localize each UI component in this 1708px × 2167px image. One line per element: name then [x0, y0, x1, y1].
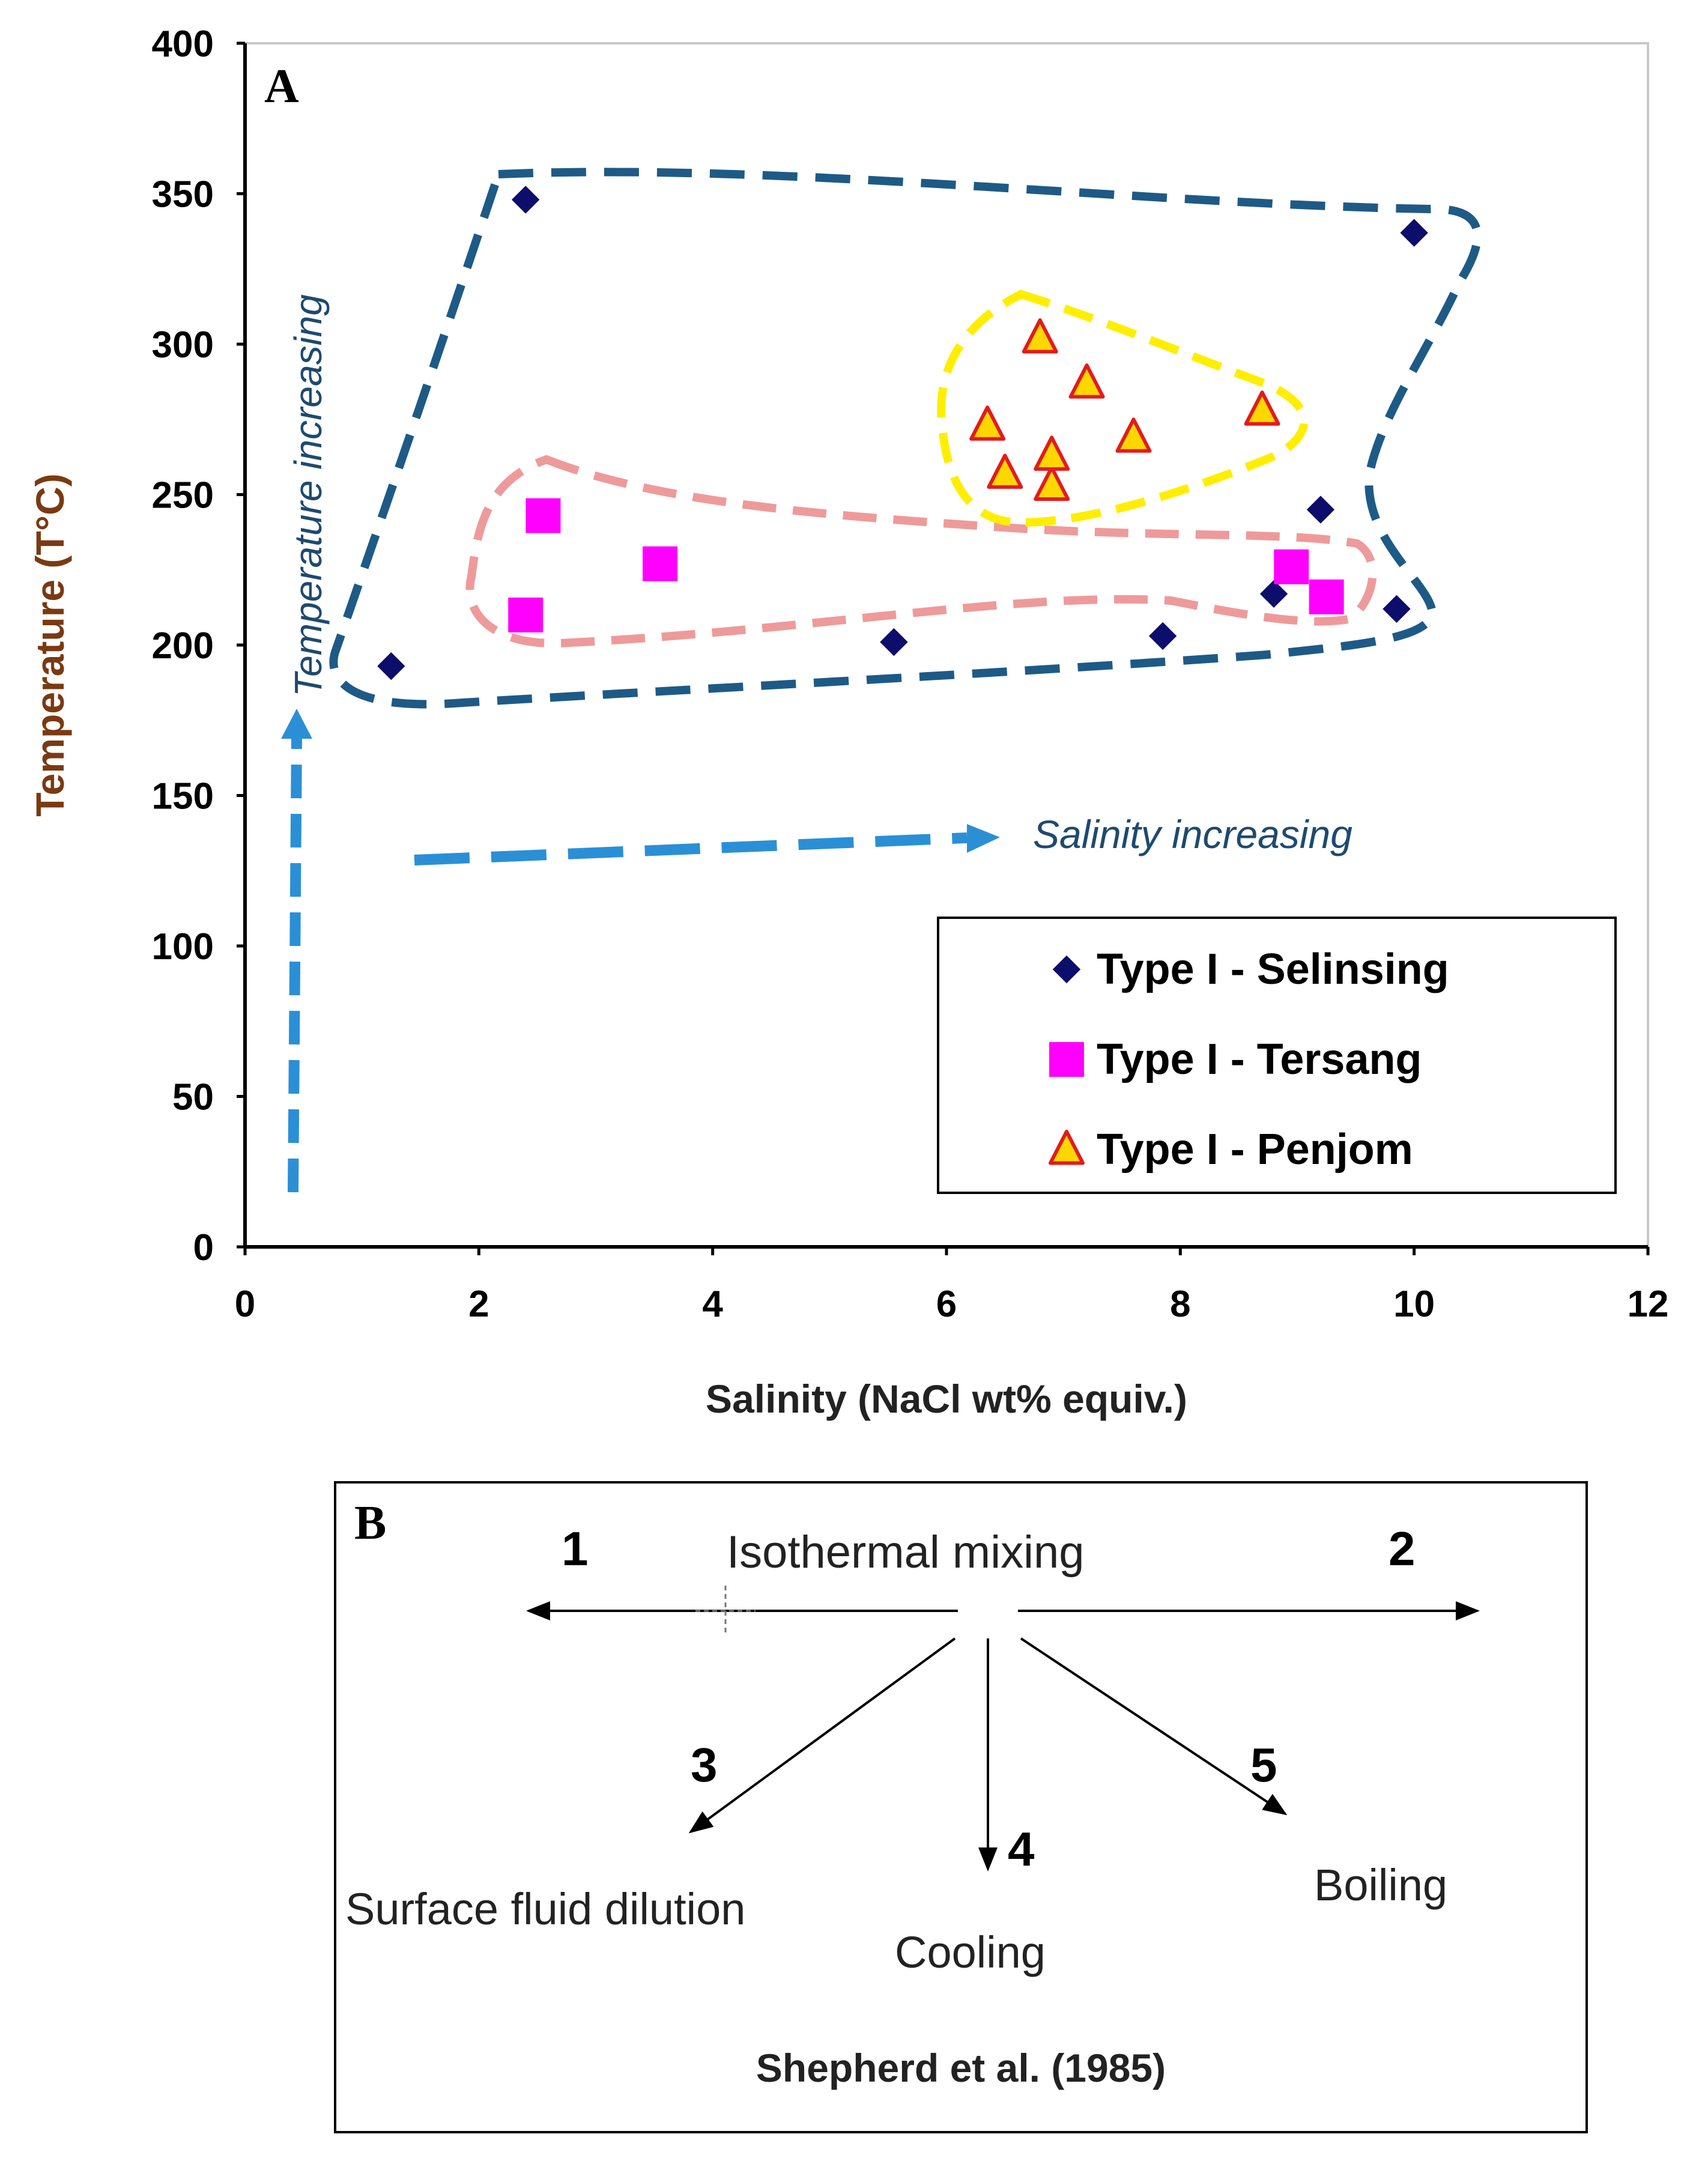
y-tick-label: 50 [172, 1077, 214, 1118]
x-tick-label: 6 [936, 1284, 957, 1325]
data-point-selinsing [374, 649, 409, 683]
arrow-4-number: 4 [1008, 1822, 1035, 1876]
arrow-3-number: 3 [691, 1738, 718, 1792]
data-point-penjom [1244, 390, 1280, 426]
citation: Shepherd et al. (1985) [756, 2046, 1166, 2090]
arrow-1-number: 1 [562, 1522, 589, 1575]
data-point-penjom [1068, 363, 1105, 399]
data-point-selinsing [1145, 619, 1180, 653]
arrow-2-number: 2 [1389, 1522, 1416, 1575]
legend-label-selinsing: Type I - Selinsing [1097, 945, 1449, 993]
x-tick-label: 2 [468, 1284, 489, 1325]
x-axis: 0 2 4 6 8 10 12 [235, 1245, 1669, 1325]
legend: Type I - Selinsing Type I - Tersang Type I… [937, 917, 1617, 1194]
legend-marker-tersang [1049, 1042, 1084, 1077]
panel-a: A 0 50 100 150 200 250 300 350 400 0 2 4 6 8 10 12 Tem… [28, 23, 1668, 1421]
x-tick-label: 8 [1170, 1284, 1190, 1325]
data-point-penjom [1034, 465, 1070, 501]
y-tick-label: 350 [152, 174, 214, 216]
y-axis: 0 50 100 150 200 250 300 350 400 [152, 23, 247, 1268]
y-axis-title: Temperature (T°C) [28, 473, 72, 817]
surface-fluid-dilution-label: Surface fluid dilution [345, 1884, 745, 1934]
y-tick-label: 0 [193, 1227, 214, 1268]
data-point-penjom [1034, 435, 1070, 471]
y-tick-label: 200 [152, 625, 214, 667]
data-point-selinsing [508, 182, 544, 217]
data-point-selinsing [1379, 592, 1414, 626]
legend-marker-penjom [1049, 1130, 1085, 1165]
cooling-label: Cooling [895, 1927, 1046, 1977]
panel-b: B Isothermal mixing 1 2 3 4 5 Surface fl… [334, 1481, 1588, 2133]
envelope-penjom [937, 289, 1309, 527]
legend-label-penjom: Type I - Penjom [1097, 1126, 1413, 1174]
data-point-selinsing [876, 625, 912, 659]
data-point-selinsing [1303, 492, 1338, 527]
data-markers [374, 182, 1432, 683]
data-point-selinsing [1256, 577, 1291, 611]
panel-a-label: A [264, 60, 299, 113]
panel-b-frame [334, 1481, 1588, 2133]
arrow-3 [688, 1637, 956, 1834]
y-tick-label: 150 [152, 776, 214, 817]
x-tick-label: 0 [235, 1284, 255, 1325]
y-tick-label: 250 [152, 475, 214, 517]
data-point-penjom [1022, 318, 1058, 354]
legend-label-tersang: Type I - Tersang [1097, 1035, 1422, 1084]
envelope-all-fluids [329, 168, 1482, 709]
arrow-5 [1020, 1637, 1288, 1816]
temperature-trend-label: Temperature increasing [286, 294, 330, 697]
y-tick-label: 100 [152, 926, 214, 968]
x-axis-title: Salinity (NaCl wt% equiv.) [706, 1377, 1187, 1421]
data-point-penjom [969, 405, 1006, 441]
y-tick-label: 300 [152, 324, 214, 366]
salinity-trend-label: Salinity increasing [1033, 812, 1352, 856]
data-point-tersang [1309, 579, 1344, 614]
data-point-penjom [1115, 417, 1152, 453]
legend-marker-selinsing [1049, 952, 1084, 987]
data-point-penjom [987, 453, 1023, 489]
y-tick-label: 400 [152, 23, 214, 65]
envelope-tersang [465, 455, 1377, 648]
boiling-label: Boiling [1314, 1860, 1447, 1910]
panel-b-label: B [354, 1497, 386, 1550]
data-point-tersang [508, 597, 544, 632]
data-point-selinsing [1396, 215, 1432, 250]
salinity-trend-arrow [414, 824, 1000, 865]
data-point-tersang [1274, 549, 1309, 584]
x-tick-label: 10 [1393, 1284, 1435, 1325]
arrow-5-number: 5 [1250, 1738, 1277, 1792]
data-point-tersang [643, 546, 678, 581]
x-tick-label: 4 [702, 1284, 723, 1325]
x-tick-label: 12 [1628, 1284, 1669, 1325]
isothermal-mixing-label: Isothermal mixing [727, 1527, 1085, 1578]
data-point-tersang [525, 498, 561, 533]
temperature-trend-arrow [281, 709, 312, 1193]
